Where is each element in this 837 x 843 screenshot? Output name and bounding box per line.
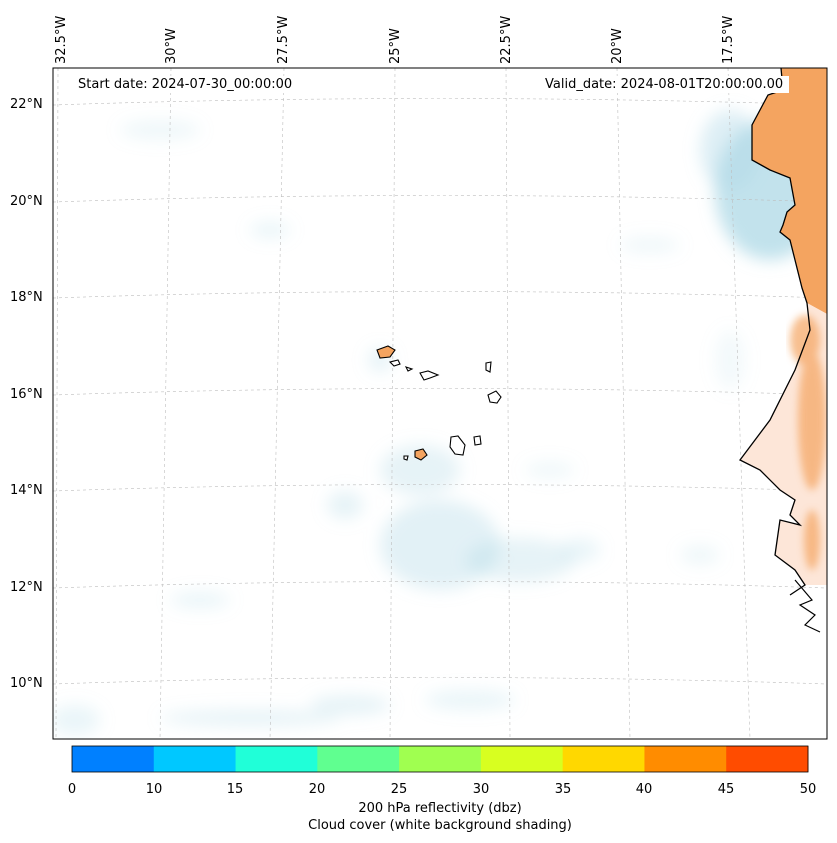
colorbar-tick: 15	[226, 782, 244, 797]
colorbar-sublabel: Cloud cover (white background shading)	[308, 818, 572, 833]
africa-land	[739, 68, 827, 633]
colorbar-segment	[480, 746, 564, 772]
colorbar	[71, 745, 809, 773]
lat-label: 18°N	[10, 290, 43, 305]
colorbar-tick: 0	[67, 782, 77, 797]
valid-date-label: Valid_date: 2024-08-01T20:00:00.00	[539, 76, 790, 93]
colorbar-tick: 40	[635, 782, 653, 797]
lat-label: 16°N	[10, 387, 43, 402]
lon-label: 17.5°W	[721, 15, 736, 64]
lon-label: 30°W	[164, 28, 179, 64]
lat-label: 10°N	[10, 676, 43, 691]
colorbar-tick: 25	[390, 782, 408, 797]
start-date-label: Start date: 2024-07-30_00:00:00	[72, 76, 299, 93]
lat-label: 12°N	[10, 580, 43, 595]
lat-label: 20°N	[10, 194, 43, 209]
colorbar-segment	[235, 746, 318, 772]
colorbar-segment	[317, 746, 400, 772]
colorbar-label: 200 hPa reflectivity (dbz)	[358, 801, 522, 816]
map-area[interactable]	[50, 68, 827, 739]
colorbar-tick: 45	[717, 782, 735, 797]
colorbar-segment	[644, 746, 727, 772]
lat-label: 22°N	[10, 97, 43, 112]
colorbar-segment	[72, 746, 155, 772]
colorbar-tick: 50	[799, 782, 817, 797]
cape-verde-islands	[376, 345, 502, 461]
colorbar-segment	[399, 746, 482, 772]
graticule	[53, 68, 827, 739]
colorbar-tick: 35	[554, 782, 572, 797]
colorbar-tick: 10	[145, 782, 163, 797]
colorbar-tick: 30	[472, 782, 490, 797]
lon-label: 27.5°W	[276, 15, 291, 64]
colorbar-segment	[562, 746, 645, 772]
map-frame	[52, 67, 828, 740]
lon-label: 20°W	[610, 28, 625, 64]
lon-label: 25°W	[388, 28, 403, 64]
colorbar-segment	[726, 746, 809, 772]
lat-label: 14°N	[10, 483, 43, 498]
lon-label: 22.5°W	[499, 15, 514, 64]
lon-label: 32.5°W	[54, 15, 69, 64]
colorbar-segment	[153, 746, 237, 772]
colorbar-tick: 20	[308, 782, 326, 797]
